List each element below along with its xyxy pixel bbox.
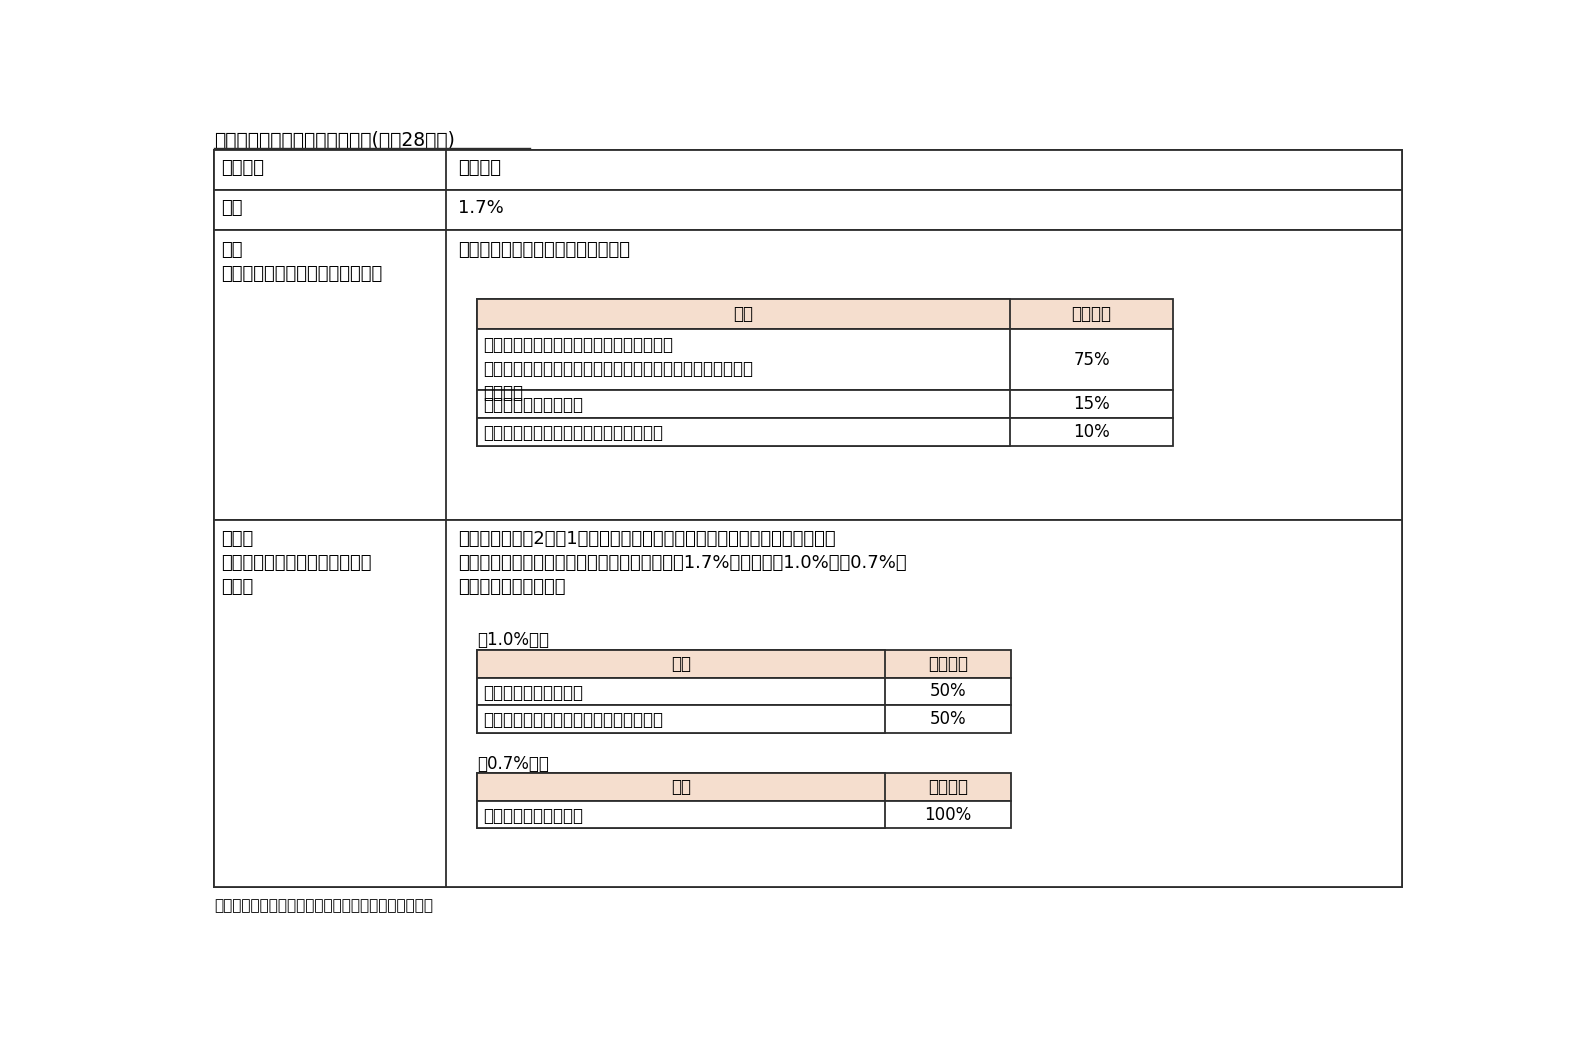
Text: 指標: 指標 bbox=[671, 778, 691, 796]
Text: （図表２）地方消費税の仕組み(平成28年度): （図表２）地方消費税の仕組み(平成28年度) bbox=[214, 131, 455, 150]
Text: 交付金
（都道府県から市町村への配分
基準）: 交付金 （都道府県から市町村への配分 基準） bbox=[222, 531, 371, 595]
Text: 「小売年間販売額（商業統計本調査）」と
「サービス業対個人事業収入額（経済センサス活動調査）」
の合算額: 「小売年間販売額（商業統計本調査）」と 「サービス業対個人事業収入額（経済センサ… bbox=[483, 337, 754, 402]
Bar bbox=[477, 328, 1009, 391]
Text: 15%: 15% bbox=[1073, 395, 1110, 414]
Text: 「人口（国勢調査）」: 「人口（国勢調査）」 bbox=[483, 807, 584, 825]
Text: 「人口（国勢調査）」: 「人口（国勢調査）」 bbox=[483, 397, 584, 415]
Text: 50%: 50% bbox=[930, 710, 966, 728]
Text: ウェイト: ウェイト bbox=[927, 655, 968, 672]
Text: 都道府県: 都道府県 bbox=[458, 159, 501, 178]
Bar bbox=[477, 649, 885, 677]
Bar bbox=[477, 391, 1173, 418]
Bar bbox=[214, 231, 447, 520]
Text: 50%: 50% bbox=[930, 683, 966, 700]
Bar bbox=[477, 418, 1173, 446]
Bar bbox=[477, 773, 885, 801]
Bar bbox=[214, 150, 447, 190]
Bar bbox=[214, 520, 1402, 887]
Bar bbox=[477, 705, 885, 732]
Text: 「従業者数（経済センサス活動調査）」: 「従業者数（経済センサス活動調査）」 bbox=[483, 712, 664, 729]
Text: 「人口（国勢調査）」: 「人口（国勢調査）」 bbox=[483, 684, 584, 701]
Bar bbox=[477, 299, 1009, 328]
Bar bbox=[477, 418, 1009, 446]
Text: 100%: 100% bbox=[924, 805, 971, 824]
Text: 「従業者数（経済センサス基礎調査）」: 「従業者数（経済センサス基礎調査）」 bbox=[483, 424, 664, 443]
Text: 75%: 75% bbox=[1073, 350, 1110, 369]
Bar bbox=[477, 677, 1011, 705]
Bar bbox=[214, 231, 1402, 520]
Text: （資料）総務省資料をもとにニッセイ基礎研究所作成: （資料）総務省資料をもとにニッセイ基礎研究所作成 bbox=[214, 898, 433, 912]
Bar bbox=[477, 705, 1011, 732]
Bar bbox=[477, 328, 1173, 391]
Text: 以下のウェイトで各都道府県に配分: 以下のウェイトで各都道府県に配分 bbox=[458, 241, 630, 259]
Bar bbox=[477, 391, 1009, 418]
Bar bbox=[214, 150, 1402, 190]
Text: 1.7%: 1.7% bbox=[458, 199, 504, 217]
Text: 課税主体: 課税主体 bbox=[222, 159, 264, 178]
Bar bbox=[477, 801, 885, 828]
Text: 指標: 指標 bbox=[671, 655, 691, 672]
Bar bbox=[214, 190, 1402, 231]
Bar bbox=[214, 520, 447, 887]
Text: （0.7%分）: （0.7%分） bbox=[477, 754, 549, 773]
Text: 指標: 指標 bbox=[733, 305, 754, 323]
Text: 清算
（国から都道府県への配分基準）: 清算 （国から都道府県への配分基準） bbox=[222, 241, 382, 283]
Bar bbox=[477, 677, 885, 705]
Text: ウェイト: ウェイト bbox=[927, 778, 968, 796]
Bar bbox=[214, 190, 447, 231]
Bar bbox=[477, 299, 1173, 328]
Bar bbox=[477, 801, 1011, 828]
Text: （1.0%分）: （1.0%分） bbox=[477, 632, 549, 649]
Bar bbox=[477, 649, 1011, 677]
Text: 清算後の金額の2分の1に相当する額を当該都道府県の域内市町村に対して、
以下のウェイトで按分して交付（地方消費税率1.7%分のうち、1.0%分と0.7%分
で按: 清算後の金額の2分の1に相当する額を当該都道府県の域内市町村に対して、 以下のウ… bbox=[458, 531, 907, 595]
Text: ウェイト: ウェイト bbox=[1072, 305, 1111, 323]
Text: 税率: 税率 bbox=[222, 199, 242, 217]
Text: 10%: 10% bbox=[1073, 423, 1110, 441]
Bar bbox=[477, 773, 1011, 801]
